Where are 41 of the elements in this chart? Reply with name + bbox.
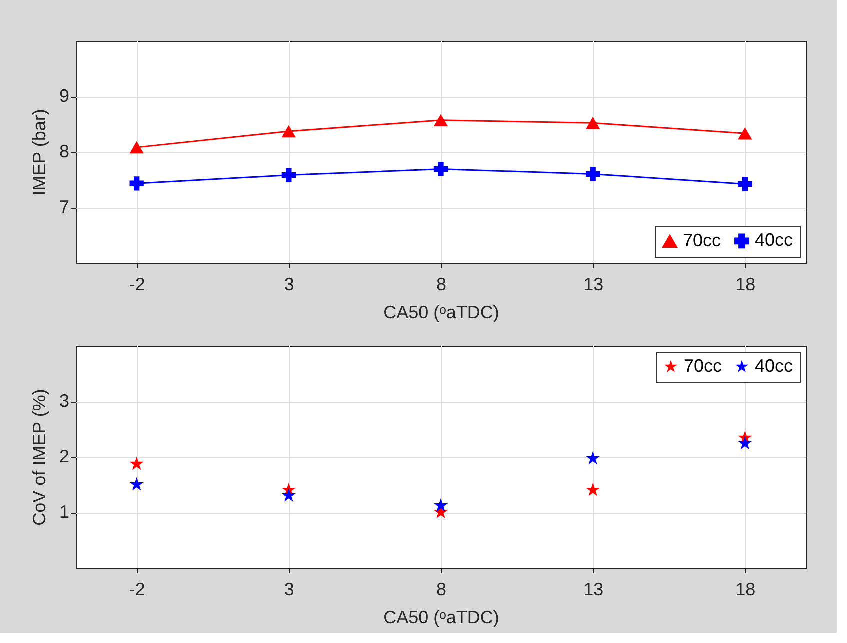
x-tick-label: 18 xyxy=(736,580,756,600)
point xyxy=(130,477,144,491)
y-tick-label: 3 xyxy=(59,391,70,411)
point xyxy=(130,456,144,470)
y-axis-title: IMEP (bar) xyxy=(29,109,50,196)
point xyxy=(282,125,296,138)
x-tick-label: 8 xyxy=(436,274,447,294)
y-tick-label: 1 xyxy=(59,502,70,522)
x-tick-label: 18 xyxy=(736,274,756,294)
y-tick-label: 8 xyxy=(59,142,70,162)
x-tick-label: 3 xyxy=(284,274,294,294)
y-axis-title: CoV of IMEP (%) xyxy=(29,389,50,526)
legend-label: 40cc xyxy=(755,356,794,376)
legend-label: 70cc xyxy=(683,230,722,250)
y-tick-label: 7 xyxy=(59,197,70,217)
point xyxy=(738,436,752,450)
point xyxy=(130,141,144,154)
x-axis-title: CA50 (ᵒaTDC) xyxy=(384,302,500,322)
point xyxy=(434,162,448,176)
point xyxy=(738,128,752,140)
y-tick-label: 2 xyxy=(59,446,70,466)
x-tick-label: 13 xyxy=(584,580,604,600)
x-axis-title: CA50 (ᵒaTDC) xyxy=(384,608,500,628)
point xyxy=(586,482,600,496)
point xyxy=(586,117,600,130)
point xyxy=(586,167,600,182)
point xyxy=(738,177,752,192)
legend-label: 40cc xyxy=(755,230,794,250)
x-tick-label: 13 xyxy=(584,274,604,294)
x-tick-label: 3 xyxy=(284,580,294,600)
x-tick-label: -2 xyxy=(129,274,146,294)
legend-label: 70cc xyxy=(684,356,722,376)
x-tick-label: -2 xyxy=(129,580,146,600)
point xyxy=(282,168,296,182)
point xyxy=(130,176,144,191)
point xyxy=(586,451,600,465)
point xyxy=(282,488,296,502)
x-tick-label: 8 xyxy=(436,580,447,600)
y-tick-label: 9 xyxy=(59,86,70,106)
point xyxy=(434,498,448,512)
point xyxy=(434,114,448,126)
